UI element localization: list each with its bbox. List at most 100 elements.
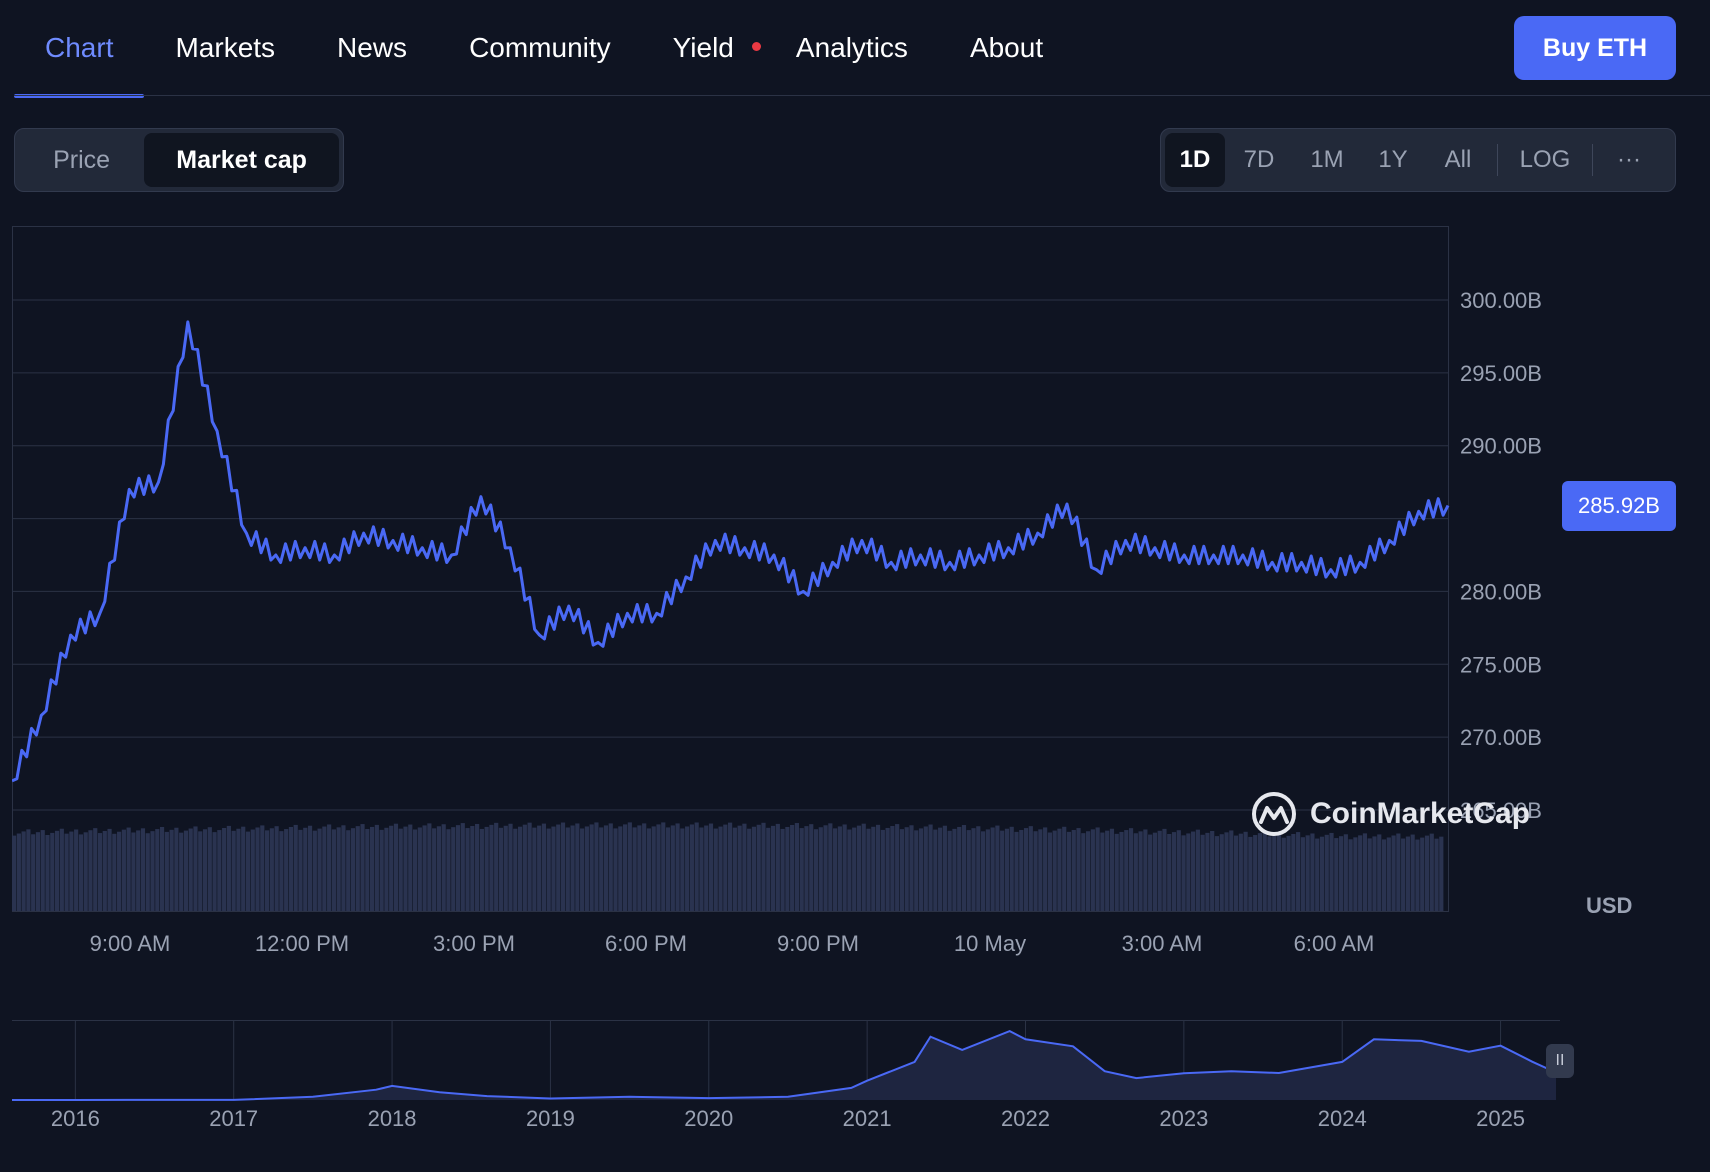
tab-yield[interactable]: Yield [642,0,765,96]
volume-bar [88,830,93,911]
volume-bar [217,830,222,911]
volume-bar [422,825,427,911]
volume-bar [1257,833,1263,911]
volume-bar [961,825,967,911]
volume-bar [1095,827,1100,911]
volume-bar [1324,834,1329,911]
volume-bar [1372,836,1377,911]
volume-bar [938,827,943,911]
tab-markets[interactable]: Markets [144,0,306,96]
volume-bar [527,822,532,911]
buy-eth-button[interactable]: Buy ETH [1514,16,1676,80]
volume-bar [1009,826,1014,911]
range-1y-button[interactable]: 1Y [1378,146,1408,173]
volume-bar [608,823,613,911]
volume-bar [188,828,193,911]
volume-bar [699,827,704,911]
volume-bar [179,832,184,911]
tab-chart[interactable]: Chart [14,0,145,98]
navigator-handle-icon[interactable]: II [1546,1044,1574,1078]
volume-bar [584,826,589,911]
volume-bar [990,827,995,911]
y-tick-label: 280.00B [1460,579,1542,604]
volume-bar [599,827,604,911]
volume-bar [226,825,231,911]
volume-bar [12,835,17,911]
volume-bar [441,824,446,911]
volume-bar [312,830,317,911]
log-scale-button[interactable]: LOG [1519,146,1571,173]
volume-bar [1439,836,1444,911]
market-cap-chart[interactable]: 300.00B 295.00B 290.00B 280.00B 275.00B 270.0… [12,226,1562,956]
market-cap-chart-svg: 300.00B 295.00B 290.00B 280.00B 275.00B 270.0… [12,226,1542,956]
tab-community[interactable]: Community [438,0,642,96]
volume-bar [346,830,351,911]
volume-bar [1386,837,1391,911]
market-cap-toggle-button[interactable]: Market cap [144,133,339,187]
volume-bar [1281,837,1286,911]
volume-bar [1066,831,1072,911]
volume-bar [307,825,313,911]
volume-bar [1047,832,1052,911]
tab-about[interactable]: About [939,0,1074,96]
volume-bar [83,832,88,911]
tab-news-label: News [337,32,408,63]
tab-news[interactable]: News [306,0,438,96]
volume-bar [914,830,919,911]
tab-analytics[interactable]: Analytics [765,0,939,96]
volume-bar [1090,829,1095,911]
volume-bar [1238,833,1243,911]
volume-bar [264,830,270,911]
volume-bar [145,833,150,911]
volume-bar [45,834,50,911]
volume-bar [336,827,341,911]
volume-bar [1019,829,1024,911]
volume-bar [685,826,690,911]
volume-bar [1310,833,1315,911]
range-all-button[interactable]: All [1444,146,1472,173]
volume-bar [747,828,752,911]
volume-bar [1334,838,1339,911]
volume-bar [322,826,327,911]
volume-bar [1391,835,1396,911]
volume-bar [26,829,31,911]
volume-bar [847,829,852,911]
volume-bar [1338,836,1344,911]
volume-bar [947,830,952,911]
volume-bar [646,828,652,911]
volume-bar [957,826,962,911]
history-navigator[interactable]: 2016 2017 2018 2019 2020 2021 2022 2023 2024 2025 [12,1020,1564,1131]
price-toggle-button[interactable]: Price [53,145,111,174]
volume-bar [580,828,585,911]
volume-bar [1000,830,1005,911]
volume-bar [93,828,98,911]
range-7d-button[interactable]: 7D [1243,146,1275,173]
volume-bar [785,826,790,911]
volume-bar [933,829,938,911]
volume-bar [651,826,656,911]
volume-bar [809,824,814,911]
volume-bar [126,827,131,911]
volume-bar [1253,835,1258,911]
volume-bar [622,824,628,911]
volume-bar [1081,833,1086,911]
volume-bar [656,824,661,911]
volume-bar [16,833,21,911]
navigator-year-label: 2019 [526,1106,575,1130]
volume-bar [770,825,776,911]
range-1m-button[interactable]: 1M [1310,146,1344,173]
volume-bar [689,824,694,911]
volume-bar [856,825,862,911]
more-options-icon[interactable]: ··· [1617,146,1641,173]
navigator-year-label: 2022 [1001,1106,1050,1130]
volume-bar [241,826,246,911]
volume-bar [871,826,876,911]
y-tick-label: 290.00B [1460,434,1542,459]
volume-bar [64,833,69,911]
volume-bar [31,834,36,911]
volume-bar [780,828,785,911]
y-tick-label: 265.00B [1460,798,1542,823]
range-1d-button[interactable]: 1D [1165,133,1225,187]
volume-bar [995,825,1000,911]
volume-bar [541,823,547,911]
